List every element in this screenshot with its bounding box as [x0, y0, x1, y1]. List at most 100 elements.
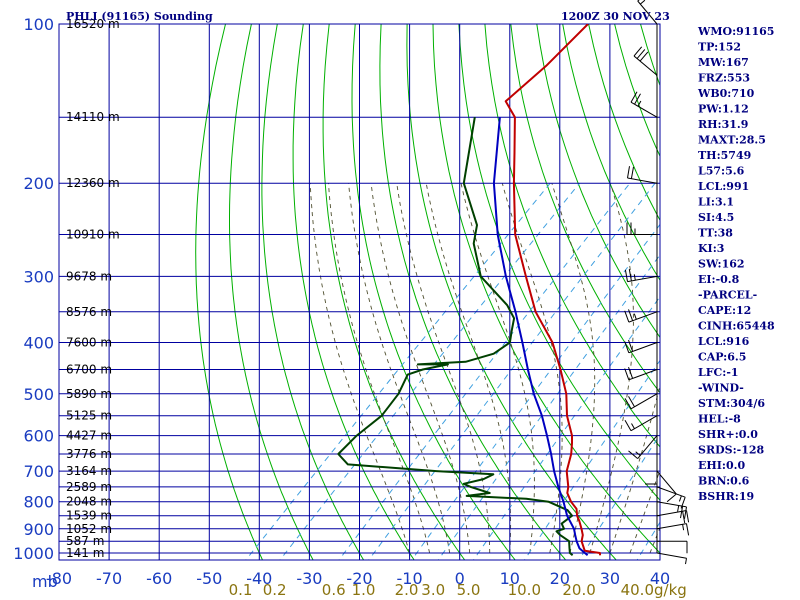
stability-index: CAP:6.5 — [698, 351, 746, 364]
moist-adiabat — [501, 183, 563, 554]
wind-barb — [656, 486, 686, 509]
y-axis-unit: mb — [32, 572, 58, 591]
mixing-ratio-line — [437, 254, 660, 560]
dry-adiabat — [510, 24, 660, 394]
stability-index: LFC:-1 — [698, 366, 739, 379]
stability-index: LCL:991 — [698, 180, 749, 193]
wind-barb — [633, 46, 658, 76]
moist-adiabat — [460, 183, 535, 554]
stability-index: PW:1.12 — [698, 103, 749, 116]
pressure-tick-label: 800 — [23, 493, 54, 512]
height-label: 6700 m — [66, 363, 112, 377]
temperature-tick-label: -80 — [46, 569, 72, 588]
wind-barb — [637, 0, 658, 25]
wind-barb — [645, 454, 658, 485]
mixing-ratio-tick-label: 1.0 — [352, 581, 376, 599]
stability-index: FRZ:553 — [698, 72, 750, 85]
pressure-tick-label: 700 — [23, 462, 54, 481]
temperature-tick-label: -30 — [296, 569, 322, 588]
stability-index: TP:152 — [698, 41, 741, 54]
plot-frame — [58, 23, 661, 561]
wind-barb — [624, 367, 658, 381]
dry-adiabat — [484, 24, 660, 448]
mixing-ratio-line — [523, 359, 660, 560]
wind-barb — [624, 339, 658, 354]
stability-index: SI:4.5 — [698, 211, 734, 224]
wind-barb — [656, 552, 687, 565]
temperature-tick-label: 40 — [650, 569, 670, 588]
dry-adiabat — [562, 24, 660, 282]
temperature-tick-label: -40 — [246, 569, 272, 588]
wind-barb — [626, 222, 657, 235]
height-label: 7600 m — [66, 336, 112, 350]
stability-indices-panel: WMO:91165 TP:152 MW:167 FRZ:553 WB0:710 PW:1.… — [697, 25, 775, 503]
stability-index: EI:-0.8 — [698, 273, 740, 286]
temperature-tick-label: -70 — [96, 569, 122, 588]
temperature-tick-label: -50 — [196, 569, 222, 588]
stability-index: LCL:916 — [698, 335, 750, 348]
axis-labels: 0.1 0.2 0.6 1.0 2.0 3.0 5.0 10.0 20.0 40.01002003… — [13, 15, 670, 599]
stability-index: SW:162 — [698, 258, 745, 271]
wind-barb — [656, 501, 687, 519]
wind-barb — [624, 269, 658, 283]
stability-index: LI:3.1 — [698, 196, 734, 209]
mixing-ratio-unit: g/kg — [654, 581, 687, 599]
moist-adiabat — [551, 183, 596, 554]
grid-lines — [58, 23, 661, 561]
stability-index: STM:304/6 — [698, 397, 765, 410]
pressure-tick-label: 400 — [23, 334, 54, 353]
stability-index: L57:5.6 — [698, 165, 745, 178]
mixing-ratio-tick-label: 20.0 — [562, 581, 595, 599]
pressure-tick-label: 600 — [23, 427, 54, 446]
height-label: 8576 m — [66, 305, 112, 319]
wind-barb — [656, 470, 677, 503]
dry-adiabat — [229, 24, 314, 560]
moist-adiabat — [629, 468, 660, 554]
wind-barb — [628, 435, 658, 459]
height-label: 587 m — [66, 534, 104, 548]
moist-adiabat — [396, 183, 491, 553]
station-title: PHLI (91165) Sounding — [66, 10, 213, 23]
height-label: 12360 m — [66, 176, 120, 190]
height-label: 3164 m — [66, 464, 112, 478]
pressure-tick-label: 300 — [23, 267, 54, 286]
pressure-tick-label: 500 — [23, 385, 54, 404]
dry-adiabat — [322, 24, 466, 560]
dry-adiabat — [432, 24, 660, 554]
stability-index: HEL:-8 — [698, 413, 741, 426]
stability-index: -WIND- — [698, 382, 744, 395]
height-label: 5125 m — [66, 409, 112, 423]
parcel-trace — [492, 117, 589, 557]
wind-barb — [624, 415, 658, 432]
height-label: 16520 m — [66, 17, 120, 31]
stability-index: CAPE:12 — [698, 304, 751, 317]
mixing-ratio-line — [636, 521, 660, 560]
temperature-tick-label: -20 — [346, 569, 372, 588]
height-label: 4427 m — [66, 429, 112, 443]
wind-barb — [656, 523, 690, 536]
height-label: 5890 m — [66, 387, 112, 401]
stability-index: MW:167 — [698, 56, 749, 69]
temperature-tick-label: 20 — [550, 569, 570, 588]
height-label: 2589 m — [66, 480, 112, 494]
height-label: 1539 m — [66, 509, 112, 523]
stability-index: EHI:0.0 — [698, 459, 745, 472]
height-label: 9678 m — [66, 269, 112, 283]
wind-barb — [624, 393, 658, 410]
stability-index: TH:5749 — [698, 149, 751, 162]
dry-adiabat — [458, 24, 660, 501]
mixing-ratio-tick-label: 10.0 — [508, 581, 541, 599]
moist-adiabat — [425, 183, 512, 554]
stability-index: WMO:91165 — [697, 25, 774, 38]
pressure-tick-label: 1000 — [13, 544, 54, 563]
stability-index: MAXT:28.5 — [698, 134, 766, 147]
stability-index: BRN:0.6 — [698, 475, 750, 488]
height-label: 141 m — [66, 546, 104, 560]
dry-adiabat — [195, 24, 264, 560]
dry-adiabat — [406, 24, 617, 560]
pressure-tick-label: 200 — [23, 174, 54, 193]
wind-barb — [657, 540, 688, 554]
dry-adiabat — [536, 24, 660, 339]
